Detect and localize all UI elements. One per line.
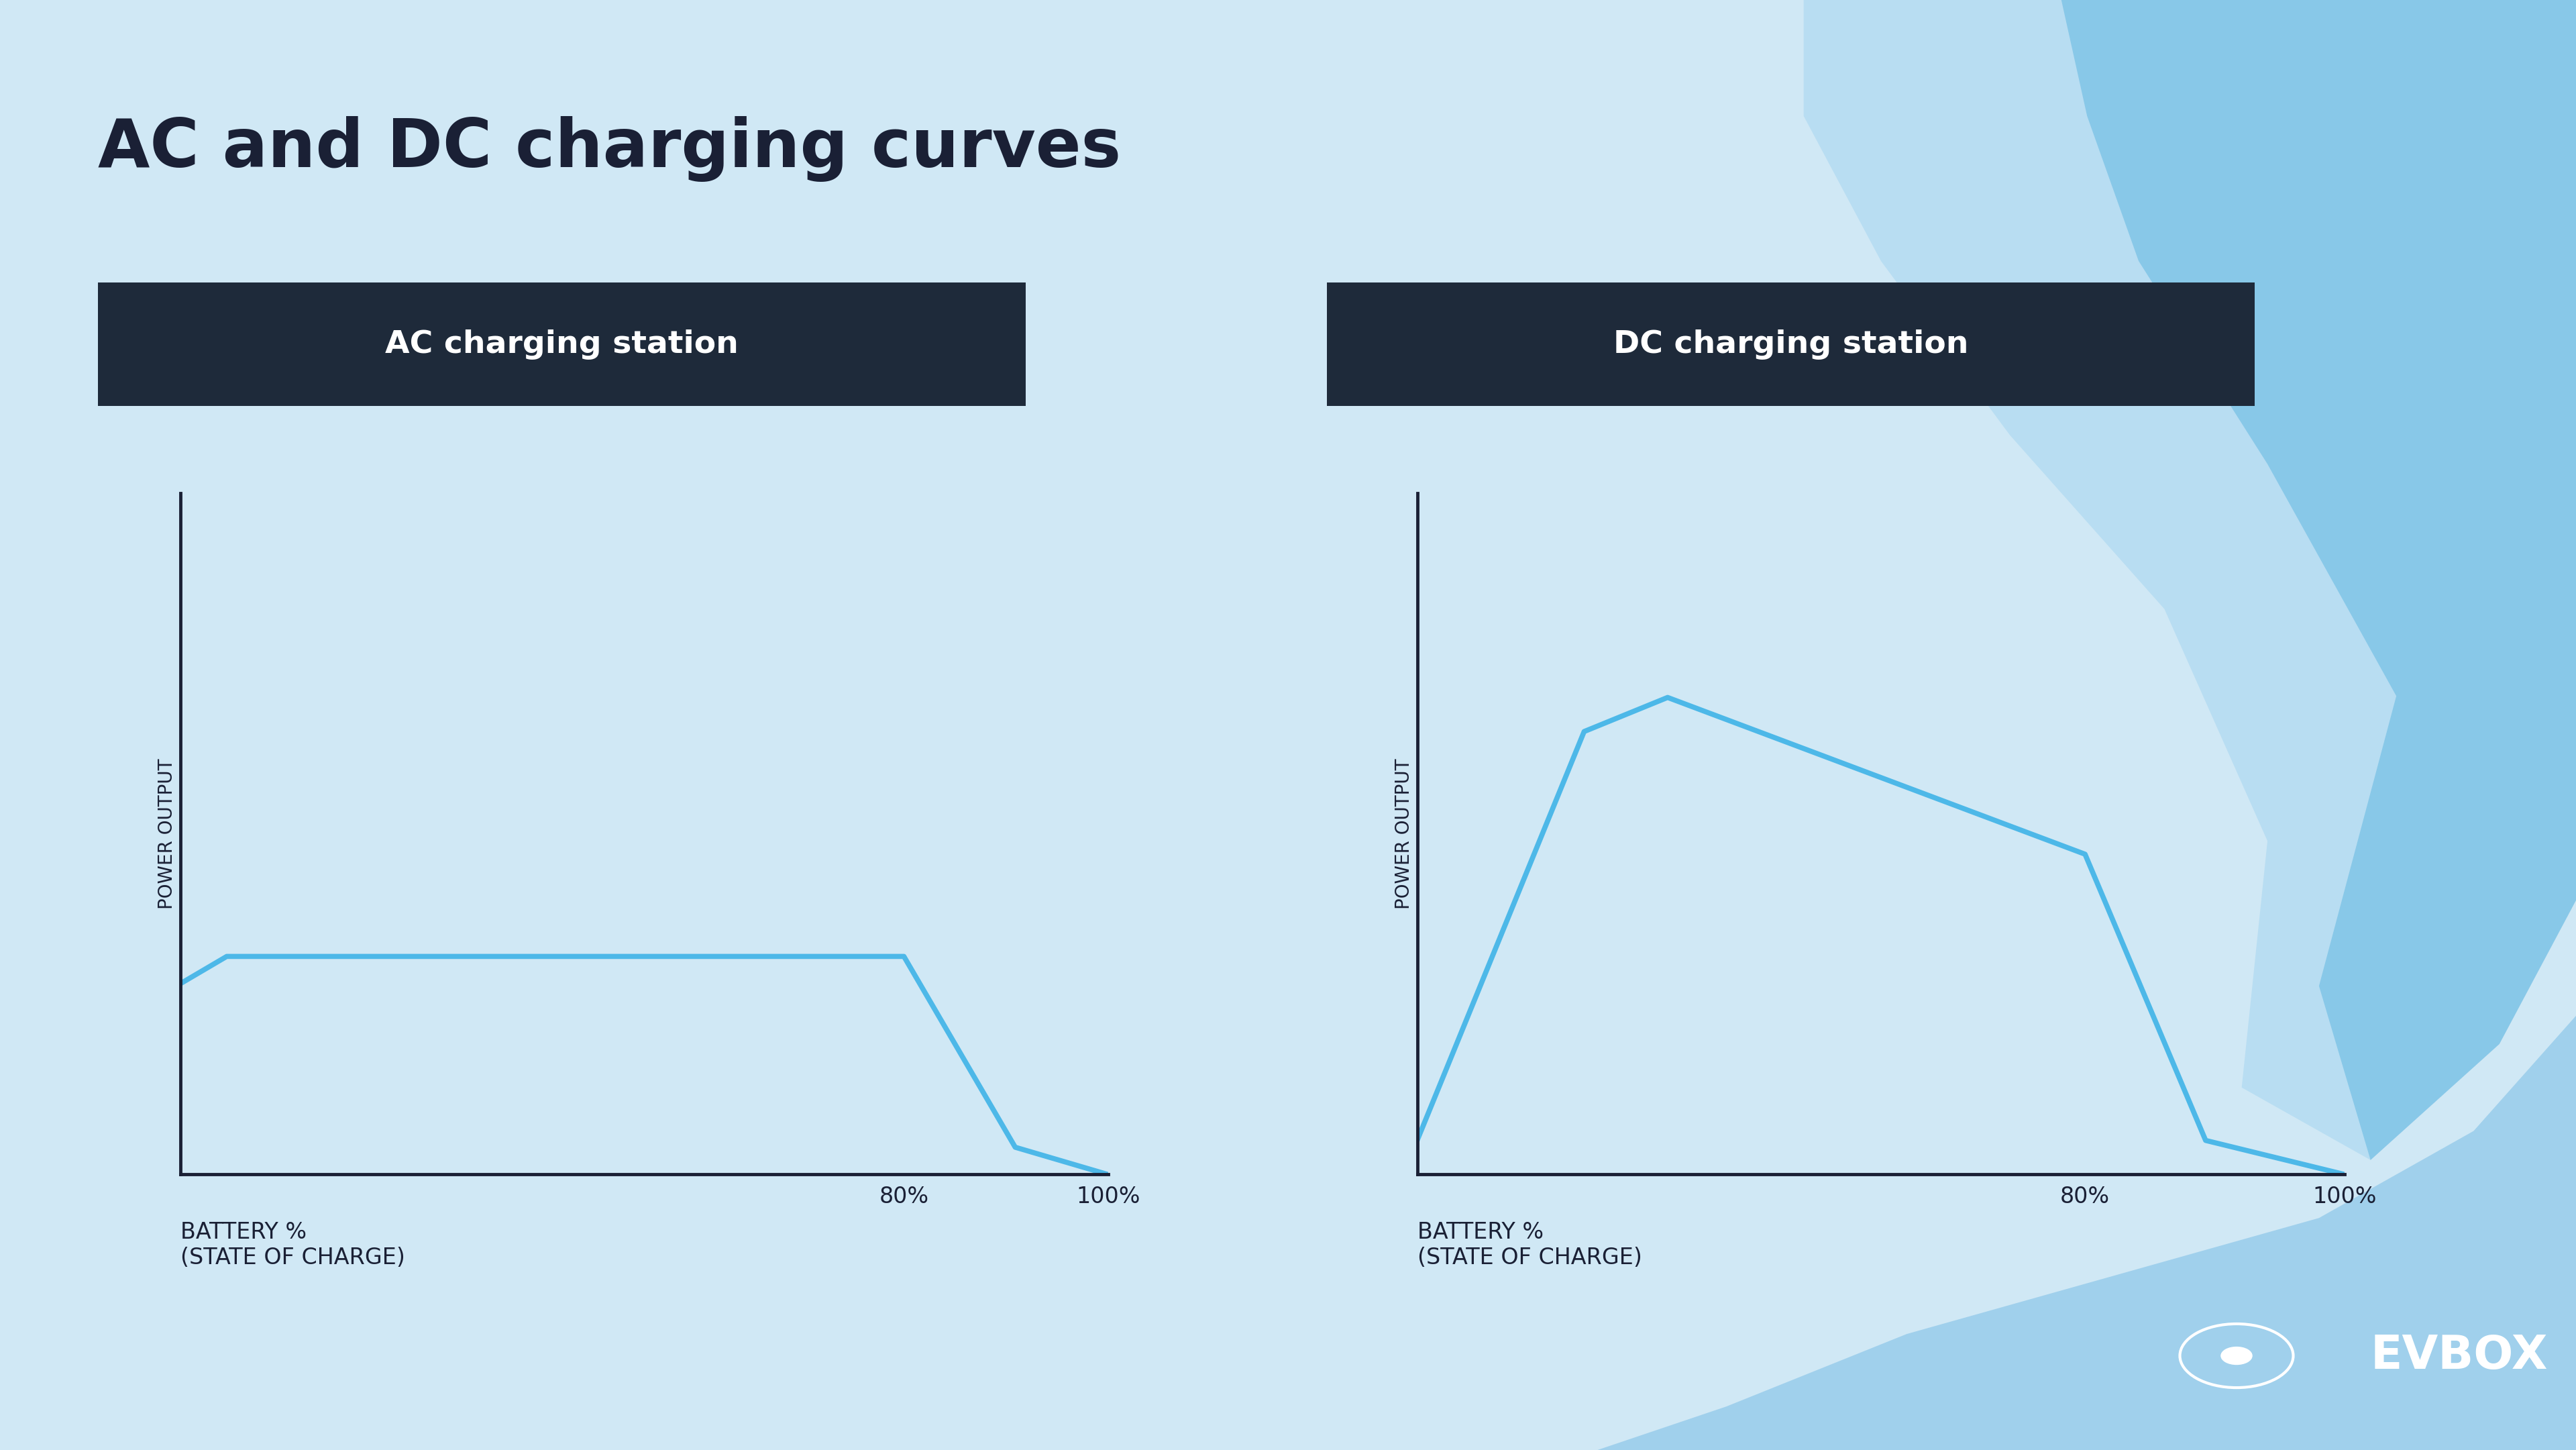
Y-axis label: POWER OUTPUT: POWER OUTPUT bbox=[157, 758, 178, 909]
Text: AC and DC charging curves: AC and DC charging curves bbox=[98, 116, 1121, 181]
X-axis label: BATTERY %
(STATE OF CHARGE): BATTERY % (STATE OF CHARGE) bbox=[180, 1221, 404, 1269]
Circle shape bbox=[2221, 1347, 2251, 1364]
FancyBboxPatch shape bbox=[1327, 283, 2254, 406]
FancyBboxPatch shape bbox=[98, 283, 1025, 406]
Polygon shape bbox=[1597, 1015, 2576, 1450]
Text: AC charging station: AC charging station bbox=[384, 329, 739, 360]
X-axis label: BATTERY %
(STATE OF CHARGE): BATTERY % (STATE OF CHARGE) bbox=[1417, 1221, 1641, 1269]
Polygon shape bbox=[2061, 0, 2576, 1160]
Text: DC charging station: DC charging station bbox=[1613, 329, 1968, 360]
Y-axis label: POWER OUTPUT: POWER OUTPUT bbox=[1394, 758, 1414, 909]
Text: EVBOX: EVBOX bbox=[2370, 1333, 2548, 1379]
Polygon shape bbox=[1803, 0, 2576, 1160]
